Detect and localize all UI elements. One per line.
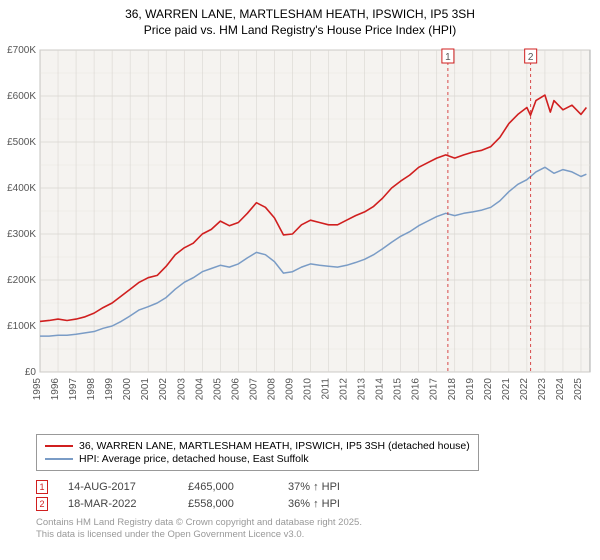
chart-container: 36, WARREN LANE, MARTLESHAM HEATH, IPSWI… bbox=[0, 0, 600, 547]
chart-title: 36, WARREN LANE, MARTLESHAM HEATH, IPSWI… bbox=[6, 6, 594, 38]
svg-text:2024: 2024 bbox=[555, 378, 566, 401]
svg-text:2001: 2001 bbox=[140, 378, 151, 401]
svg-text:2025: 2025 bbox=[573, 378, 584, 401]
svg-text:2008: 2008 bbox=[266, 378, 277, 401]
legend-swatch bbox=[45, 445, 73, 447]
svg-text:2020: 2020 bbox=[483, 378, 494, 401]
svg-text:£100K: £100K bbox=[7, 321, 36, 332]
sale-diff: 37% ↑ HPI bbox=[288, 481, 368, 493]
svg-text:2006: 2006 bbox=[230, 378, 241, 401]
svg-text:2012: 2012 bbox=[339, 378, 350, 401]
sale-price: £465,000 bbox=[188, 481, 268, 493]
svg-text:2017: 2017 bbox=[429, 378, 440, 401]
sale-diff: 36% ↑ HPI bbox=[288, 498, 368, 510]
svg-text:2014: 2014 bbox=[375, 378, 386, 401]
svg-text:2011: 2011 bbox=[321, 378, 332, 400]
svg-text:2019: 2019 bbox=[465, 378, 476, 401]
svg-text:£0: £0 bbox=[25, 367, 37, 378]
svg-text:2015: 2015 bbox=[393, 378, 404, 401]
svg-text:2005: 2005 bbox=[212, 378, 223, 401]
chart-plot: £0 £100K £200K £300K £400K £500K £600K £700K 199… bbox=[6, 42, 594, 428]
title-line-1: 36, WARREN LANE, MARTLESHAM HEATH, IPSWI… bbox=[6, 6, 594, 22]
svg-text:2009: 2009 bbox=[284, 378, 295, 401]
title-line-2: Price paid vs. HM Land Registry's House … bbox=[6, 22, 594, 38]
svg-text:£500K: £500K bbox=[7, 137, 36, 148]
legend-swatch bbox=[45, 458, 73, 460]
svg-text:1996: 1996 bbox=[50, 378, 61, 401]
legend-item: 36, WARREN LANE, MARTLESHAM HEATH, IPSWI… bbox=[45, 440, 470, 452]
svg-text:£300K: £300K bbox=[7, 229, 36, 240]
svg-text:2: 2 bbox=[528, 52, 534, 63]
legend-item: HPI: Average price, detached house, East… bbox=[45, 453, 470, 465]
sale-marker: 1 bbox=[36, 480, 48, 494]
sale-date: 18-MAR-2022 bbox=[68, 498, 168, 510]
svg-text:2002: 2002 bbox=[158, 378, 169, 401]
svg-text:2013: 2013 bbox=[357, 378, 368, 401]
attribution-line-1: Contains HM Land Registry data © Crown c… bbox=[36, 517, 594, 529]
line-chart-svg: £0 £100K £200K £300K £400K £500K £600K £700K 199… bbox=[6, 42, 594, 428]
svg-text:1997: 1997 bbox=[68, 378, 79, 401]
svg-text:£600K: £600K bbox=[7, 91, 36, 102]
sale-marker: 2 bbox=[36, 497, 48, 511]
svg-text:2000: 2000 bbox=[122, 378, 133, 401]
sale-row: 1 14-AUG-2017 £465,000 37% ↑ HPI bbox=[36, 480, 594, 494]
attribution-line-2: This data is licensed under the Open Gov… bbox=[36, 529, 594, 541]
svg-text:£200K: £200K bbox=[7, 275, 36, 286]
svg-text:2007: 2007 bbox=[248, 378, 259, 401]
svg-text:£700K: £700K bbox=[7, 45, 36, 56]
svg-text:2022: 2022 bbox=[519, 378, 530, 401]
legend-label: 36, WARREN LANE, MARTLESHAM HEATH, IPSWI… bbox=[79, 440, 470, 452]
svg-text:2003: 2003 bbox=[176, 378, 187, 401]
svg-text:2016: 2016 bbox=[411, 378, 422, 401]
legend: 36, WARREN LANE, MARTLESHAM HEATH, IPSWI… bbox=[36, 434, 479, 471]
sale-row: 2 18-MAR-2022 £558,000 36% ↑ HPI bbox=[36, 497, 594, 511]
svg-text:1995: 1995 bbox=[32, 378, 43, 401]
sale-price: £558,000 bbox=[188, 498, 268, 510]
svg-text:£400K: £400K bbox=[7, 183, 36, 194]
legend-label: HPI: Average price, detached house, East… bbox=[79, 453, 309, 465]
svg-text:1998: 1998 bbox=[86, 378, 97, 401]
svg-text:2010: 2010 bbox=[302, 378, 313, 401]
attribution: Contains HM Land Registry data © Crown c… bbox=[36, 517, 594, 541]
svg-text:2021: 2021 bbox=[501, 378, 512, 401]
svg-text:2018: 2018 bbox=[447, 378, 458, 401]
svg-text:1: 1 bbox=[445, 52, 451, 63]
svg-text:1999: 1999 bbox=[104, 378, 115, 401]
sales-table: 1 14-AUG-2017 £465,000 37% ↑ HPI 2 18-MAR-202… bbox=[36, 480, 594, 511]
svg-text:2004: 2004 bbox=[194, 378, 205, 401]
sale-date: 14-AUG-2017 bbox=[68, 481, 168, 493]
svg-text:2023: 2023 bbox=[537, 378, 548, 401]
